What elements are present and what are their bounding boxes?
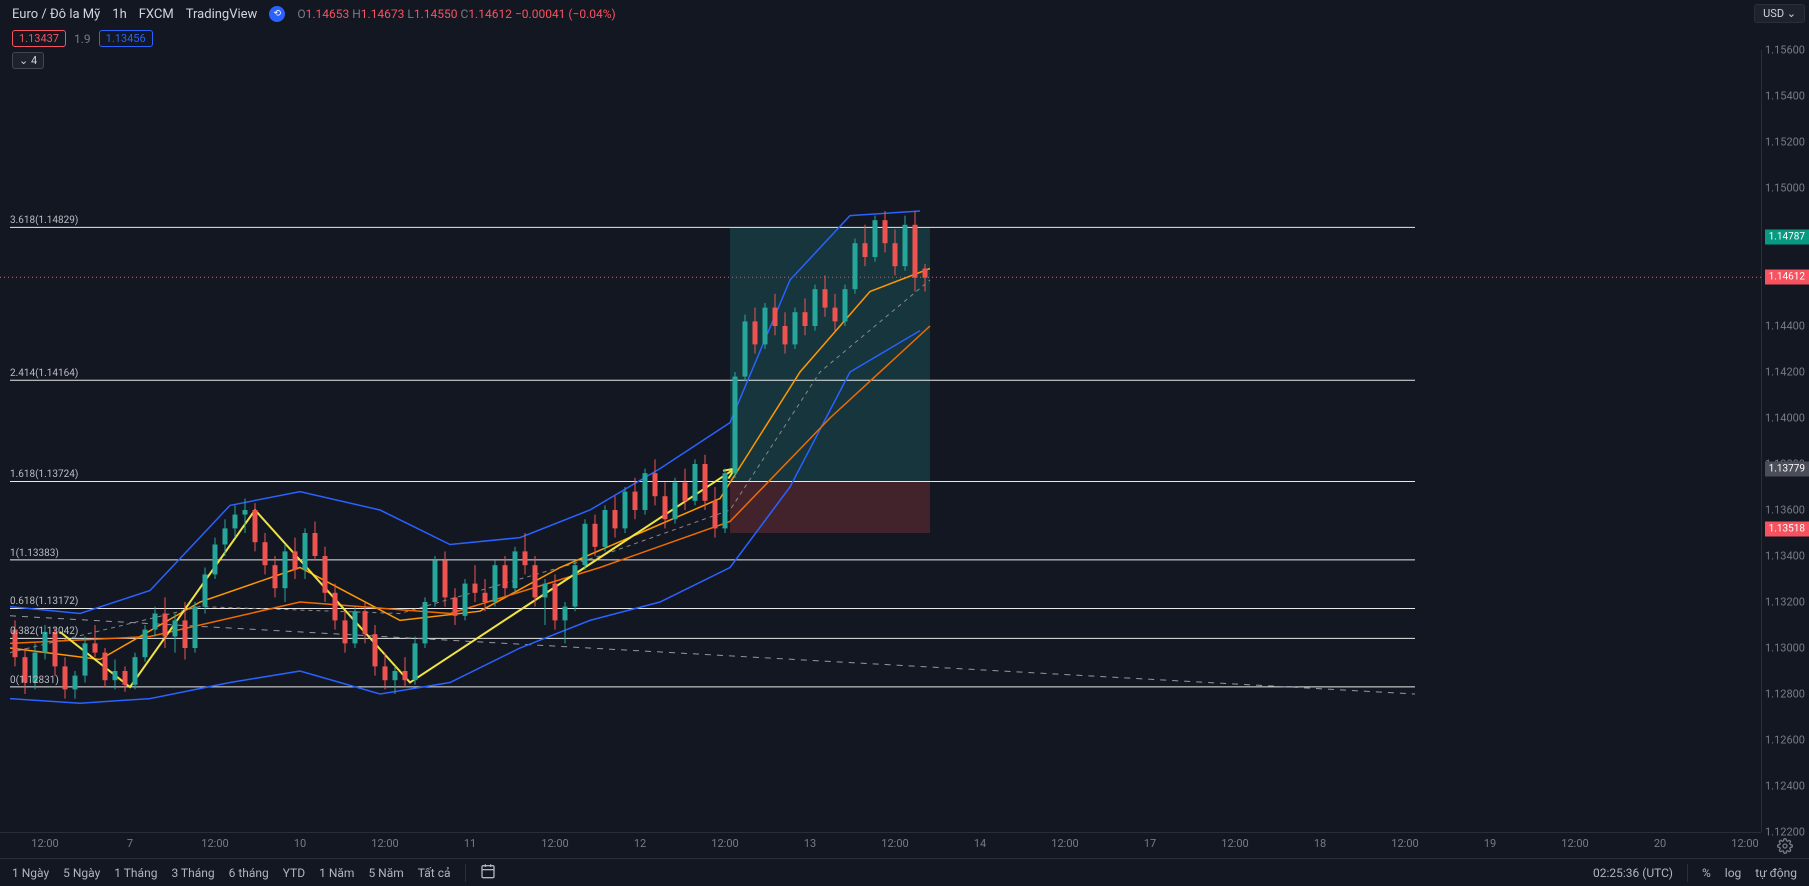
symbol-name[interactable]: Euro / Đô la Mỹ	[12, 7, 100, 22]
x-tick-label: 12:00	[201, 837, 228, 850]
y-tick-label: 1.13400	[1765, 550, 1805, 563]
x-tick-label: 18	[1314, 837, 1326, 850]
x-tick-label: 12:00	[1221, 837, 1248, 850]
separator	[465, 864, 466, 882]
auto-toggle[interactable]: tự động	[1755, 866, 1797, 880]
brand: TradingView	[186, 7, 258, 22]
y-tick-label: 1.12400	[1765, 780, 1805, 793]
x-tick-label: 12:00	[1561, 837, 1588, 850]
currency-label: USD	[1763, 7, 1784, 20]
range-button[interactable]: YTD	[283, 866, 305, 880]
fib-level-label: 0.618(1.13172)	[10, 596, 78, 608]
bottom-toolbar: 1 Ngày 5 Ngày 1 Tháng 3 Tháng 6 tháng YTD 1 Nă…	[0, 858, 1809, 886]
price-tag: 1.14612	[1765, 270, 1809, 285]
chart-header: Euro / Đô la Mỹ 1h FXCM TradingView ⟲ O1…	[0, 0, 1809, 28]
y-tick-label: 1.14200	[1765, 366, 1805, 379]
range-button[interactable]: Tất cả	[418, 866, 451, 880]
fib-level-label: 1.618(1.13724)	[10, 469, 78, 481]
price-axis[interactable]: 1.122001.124001.126001.128001.130001.132…	[1761, 50, 1809, 832]
y-tick-label: 1.12200	[1765, 826, 1805, 839]
x-tick-label: 12:00	[541, 837, 568, 850]
x-tick-label: 12:00	[1731, 837, 1758, 850]
range-button[interactable]: 5 Năm	[368, 866, 403, 880]
y-tick-label: 1.12800	[1765, 688, 1805, 701]
x-tick-label: 10	[294, 837, 306, 850]
time-axis[interactable]: 12:00 7 12:00 10 12:00 11 12:00 12 12:00 13 12:00 1…	[0, 832, 1761, 858]
chevron-down-icon: ⌄	[1784, 7, 1796, 20]
fib-level-label: 3.618(1.14829)	[10, 215, 78, 227]
ohlc-c: 1.14612	[468, 7, 512, 21]
interval[interactable]: 1h	[112, 7, 126, 22]
y-tick-label: 1.15400	[1765, 90, 1805, 103]
percent-toggle[interactable]: %	[1702, 866, 1711, 880]
y-tick-label: 1.13000	[1765, 642, 1805, 655]
y-tick-label: 1.12600	[1765, 734, 1805, 747]
ohlc-l: 1.14550	[414, 7, 458, 21]
x-tick-label: 12:00	[1051, 837, 1078, 850]
indicator-row: 1.13437 1.9 1.13456	[0, 28, 1809, 49]
range-button[interactable]: 3 Tháng	[171, 866, 214, 880]
ohlc-change: −0.00041 (−0.04%)	[515, 7, 616, 21]
x-tick-label: 12:00	[711, 837, 738, 850]
provider[interactable]: FXCM	[139, 7, 174, 22]
goto-date-icon[interactable]	[480, 863, 496, 882]
range-button[interactable]: 5 Ngày	[63, 866, 100, 880]
fib-level-label: 2.414(1.14164)	[10, 368, 78, 380]
x-tick-label: 12:00	[371, 837, 398, 850]
y-tick-label: 1.14400	[1765, 320, 1805, 333]
x-tick-label: 11	[464, 837, 476, 850]
separator	[1687, 864, 1688, 882]
price-tag: 1.14787	[1765, 229, 1809, 244]
fib-level-label: 1(1.13383)	[10, 548, 59, 560]
ohlc-h: 1.14673	[361, 7, 405, 21]
x-tick-label: 7	[127, 837, 133, 850]
ohlc-h-label: H	[352, 7, 361, 21]
x-tick-label: 13	[804, 837, 816, 850]
range-button[interactable]: 6 tháng	[229, 866, 269, 880]
currency-selector[interactable]: USD ⌄	[1754, 4, 1805, 23]
fib-level-label: 0(1.12831)	[10, 675, 59, 687]
indicator-value-2[interactable]: 1.13456	[99, 30, 153, 47]
x-tick-label: 14	[974, 837, 986, 850]
x-tick-label: 19	[1484, 837, 1496, 850]
ohlc-o-label: O	[297, 7, 305, 21]
y-tick-label: 1.15600	[1765, 44, 1805, 57]
x-tick-label: 12:00	[1391, 837, 1418, 850]
gear-icon[interactable]	[1777, 838, 1793, 854]
x-tick-label: 17	[1144, 837, 1156, 850]
y-tick-label: 1.15200	[1765, 136, 1805, 149]
y-tick-label: 1.15000	[1765, 182, 1805, 195]
y-tick-label: 1.13600	[1765, 504, 1805, 517]
chart-area[interactable]: 3.618(1.14829) 2.414(1.14164) 1.618(1.1372…	[0, 50, 1761, 832]
log-toggle[interactable]: log	[1725, 866, 1742, 880]
y-tick-label: 1.13200	[1765, 596, 1805, 609]
fib-level-label: 0.382(1.13042)	[10, 626, 78, 638]
y-tick-label: 1.14000	[1765, 412, 1805, 425]
indicator-mid: 1.9	[74, 32, 91, 46]
candlestick-chart[interactable]	[0, 50, 1761, 832]
replay-icon[interactable]: ⟲	[269, 6, 285, 22]
range-button[interactable]: 1 Ngày	[12, 866, 49, 880]
x-tick-label: 20	[1654, 837, 1666, 850]
x-tick-label: 12	[634, 837, 646, 850]
indicator-value-1[interactable]: 1.13437	[12, 30, 66, 47]
price-tag: 1.13518	[1765, 521, 1809, 536]
range-button[interactable]: 1 Tháng	[114, 866, 157, 880]
ohlc-o: 1.14653	[306, 7, 350, 21]
ohlc-readout: O1.14653 H1.14673 L1.14550 C1.14612 −0.0…	[297, 7, 615, 21]
clock[interactable]: 02:25:36 (UTC)	[1593, 866, 1673, 880]
price-tag: 1.13779	[1765, 461, 1809, 476]
range-button[interactable]: 1 Năm	[319, 866, 354, 880]
x-tick-label: 12:00	[31, 837, 58, 850]
x-tick-label: 12:00	[881, 837, 908, 850]
